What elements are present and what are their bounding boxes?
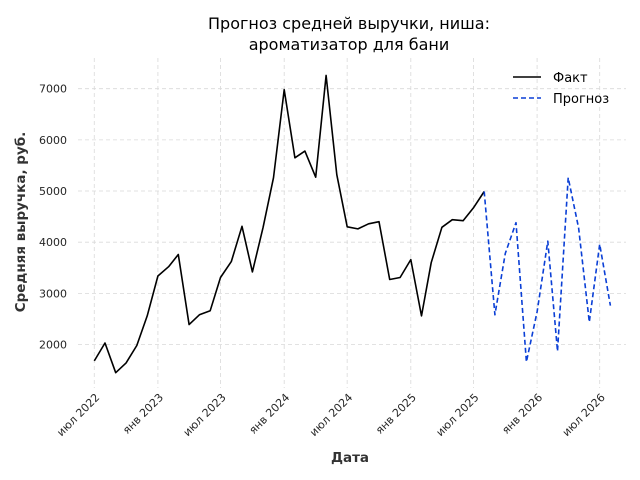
chart-title-line-1: Прогноз средней выручки, ниша: [208, 14, 490, 33]
chart-title-line-2: ароматизатор для бани [249, 35, 450, 54]
legend-label-forecast: Прогноз [553, 92, 609, 107]
series-lines [93, 74, 612, 374]
series-line-forecast [483, 176, 612, 363]
x-axis-label: Дата [331, 450, 369, 466]
y-axis-ticks: 2000 3000 4000 5000 6000 7000 [39, 83, 67, 352]
x-axis-ticks: июл 2022 янв 2023 июл 2023 янв 2024 июл 2024… [54, 391, 607, 439]
x-tick-label: янв 2024 [246, 391, 292, 437]
series-line-fact [93, 74, 485, 374]
grid [78, 58, 626, 388]
x-tick-label: июл 2026 [560, 391, 608, 439]
legend: Факт Прогноз [513, 71, 609, 107]
legend-label-fact: Факт [553, 71, 588, 86]
y-axis-label: Средняя выручка, руб. [13, 132, 29, 313]
y-tick-label: 5000 [39, 185, 67, 198]
x-tick-label: янв 2026 [499, 391, 545, 437]
x-tick-label: янв 2023 [120, 391, 166, 437]
x-tick-label: июл 2022 [54, 391, 102, 439]
x-tick-label: июл 2023 [181, 391, 229, 439]
y-tick-label: 4000 [39, 236, 67, 249]
y-tick-label: 6000 [39, 134, 67, 147]
x-tick-label: июл 2024 [307, 391, 355, 439]
y-tick-label: 3000 [39, 287, 67, 300]
y-tick-label: 7000 [39, 83, 67, 96]
y-tick-label: 2000 [39, 339, 67, 352]
x-tick-label: июл 2025 [434, 391, 482, 439]
x-tick-label: янв 2025 [373, 391, 419, 437]
